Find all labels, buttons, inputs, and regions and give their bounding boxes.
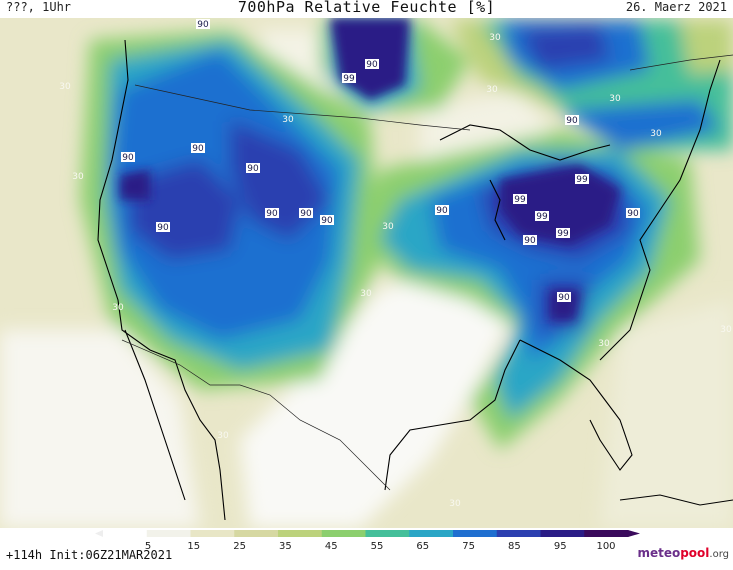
legend-tick-label: 100 bbox=[596, 541, 615, 552]
contour-label: 90 bbox=[558, 293, 570, 303]
legend-tick-label: 55 bbox=[371, 541, 384, 552]
contour-label: 30 bbox=[720, 325, 732, 335]
contour-label-bg bbox=[565, 115, 579, 125]
contour-label-bg bbox=[342, 73, 356, 83]
contour-label: 90 bbox=[122, 153, 134, 163]
logo-part1: meteo bbox=[637, 546, 681, 560]
contour-label: 30 bbox=[598, 339, 610, 349]
contour-label-bg bbox=[191, 143, 205, 153]
contour-label-bg bbox=[320, 215, 334, 225]
legend-ticks: 5 15 25 35 45 55 65 75 85 95 100 bbox=[145, 541, 616, 552]
legend-swatch bbox=[103, 530, 148, 537]
map-svg: 90 99 90 90 90 90 90 90 90 90 90 90 99 99 90 99 99 90 90 30… bbox=[0, 18, 733, 528]
contour-label: 30 bbox=[609, 94, 621, 104]
meteopool-logo[interactable]: meteopool.org bbox=[637, 546, 729, 560]
contour-label-bg bbox=[535, 211, 549, 221]
contour-label: 99 bbox=[514, 195, 526, 205]
legend-swatch bbox=[321, 530, 366, 537]
contour-label: 90 bbox=[524, 236, 536, 246]
contour-label-bg bbox=[121, 152, 135, 162]
title-bar: ???, 1Uhr 700hPa Relative Feuchte [%] 26… bbox=[0, 0, 733, 20]
contour-label-bg bbox=[246, 163, 260, 173]
contour-label: 90 bbox=[157, 223, 169, 233]
contour-label: 99 bbox=[536, 212, 548, 222]
legend-tick-label: 5 bbox=[145, 541, 151, 552]
run-info: +114h Init:06Z21MAR2021 bbox=[6, 548, 173, 562]
contour-label: 90 bbox=[366, 60, 378, 70]
contour-label: 90 bbox=[192, 144, 204, 154]
contour-label: 30 bbox=[489, 33, 501, 43]
humidity-map: 90 99 90 90 90 90 90 90 90 90 90 90 99 99 90 99 99 90 90 30… bbox=[0, 18, 733, 528]
contour-label-bg bbox=[435, 205, 449, 215]
contour-label: 90 bbox=[266, 209, 278, 219]
contour-label: 90 bbox=[247, 164, 259, 174]
contour-label: 90 bbox=[436, 206, 448, 216]
contour-label-bg bbox=[626, 208, 640, 218]
legend-bar bbox=[95, 530, 640, 537]
legend-tick-label: 65 bbox=[416, 541, 429, 552]
contour-label-bg bbox=[265, 208, 279, 218]
legend-tick-label: 45 bbox=[325, 541, 338, 552]
legend-swatch bbox=[278, 530, 323, 537]
contour-label: 90 bbox=[627, 209, 639, 219]
legend-swatch bbox=[190, 530, 235, 537]
humidity-field bbox=[0, 20, 733, 528]
contour-label: 30 bbox=[449, 499, 461, 509]
forecast-label: ???, 1Uhr bbox=[6, 0, 72, 14]
contour-labels: 90 99 90 90 90 90 90 90 90 90 90 90 99 99 90 99 99 90 90 30… bbox=[59, 19, 732, 509]
contour-label-bg bbox=[196, 19, 210, 29]
borders bbox=[121, 54, 733, 491]
legend-swatch bbox=[365, 530, 410, 537]
legend-swatch bbox=[584, 530, 629, 537]
coastlines bbox=[97, 39, 733, 521]
color-legend: 5 15 25 35 45 55 65 75 85 95 100 bbox=[0, 528, 733, 566]
chart-title: 700hPa Relative Feuchte [%] bbox=[237, 0, 496, 16]
legend-tick-label: 35 bbox=[279, 541, 292, 552]
contour-label-bg bbox=[575, 174, 589, 184]
contour-label: 90 bbox=[197, 20, 209, 30]
contour-label: 30 bbox=[282, 115, 294, 125]
contour-label: 30 bbox=[382, 222, 394, 232]
legend-swatch bbox=[409, 530, 454, 537]
valid-date: 26. Maerz 2021 bbox=[625, 0, 727, 14]
contour-label: 30 bbox=[217, 431, 229, 441]
contour-label: 90 bbox=[300, 209, 312, 219]
contour-label-bg bbox=[365, 59, 379, 69]
legend-tick-label: 95 bbox=[554, 541, 567, 552]
contour-label-bg bbox=[523, 235, 537, 245]
contour-label: 30 bbox=[72, 172, 84, 182]
contour-label: 30 bbox=[360, 289, 372, 299]
contour-label-bg bbox=[156, 222, 170, 232]
legend-tick-label: 75 bbox=[462, 541, 475, 552]
contour-label-bg bbox=[299, 208, 313, 218]
contour-label: 30 bbox=[112, 303, 124, 313]
contour-label: 30 bbox=[650, 129, 662, 139]
contour-label: 99 bbox=[557, 229, 569, 239]
legend-swatch bbox=[234, 530, 279, 537]
contour-label: 99 bbox=[343, 74, 355, 84]
legend-tick-label: 15 bbox=[187, 541, 200, 552]
legend-arrow bbox=[628, 530, 640, 537]
legend-swatch bbox=[453, 530, 498, 537]
legend-svg: 5 15 25 35 45 55 65 75 85 95 100 bbox=[95, 530, 640, 552]
legend-swatch bbox=[496, 530, 541, 537]
legend-arrow-left bbox=[95, 530, 103, 537]
contour-label: 90 bbox=[321, 216, 333, 226]
contour-label: 99 bbox=[576, 175, 588, 185]
logo-part2: pool bbox=[680, 546, 710, 560]
logo-part3: .org bbox=[709, 549, 729, 560]
legend-tick-label: 25 bbox=[233, 541, 246, 552]
contour-label: 30 bbox=[486, 85, 498, 95]
legend-swatch bbox=[146, 530, 191, 537]
contour-label-bg bbox=[557, 292, 571, 302]
legend-swatch bbox=[540, 530, 585, 537]
contour-label-bg bbox=[556, 228, 570, 238]
legend-tick-label: 85 bbox=[508, 541, 521, 552]
contour-label-bg bbox=[513, 194, 527, 204]
contour-label: 90 bbox=[566, 116, 578, 126]
contour-label: 30 bbox=[59, 82, 71, 92]
